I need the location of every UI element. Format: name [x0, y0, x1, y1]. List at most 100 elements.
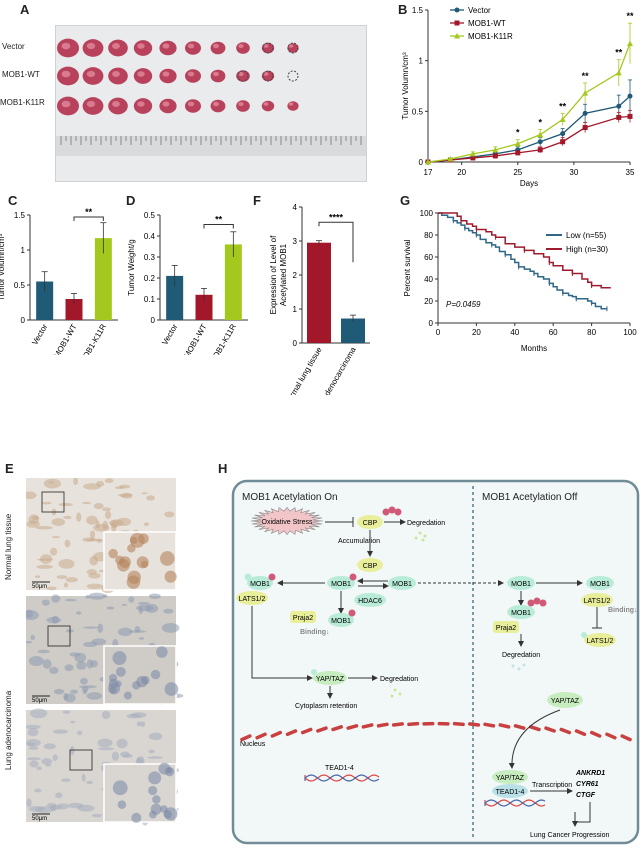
gene-ankrd1: ANKRD1 [575, 770, 605, 777]
row-label-k11r: MOB1-K11R [0, 98, 45, 107]
praja2-node-right: Praja2 [493, 621, 519, 633]
ihc-inset-cell-2-0 [131, 812, 142, 823]
f-cat-label-0: Normal lung tissue [283, 345, 324, 395]
ihc-cell-2-29 [26, 742, 35, 747]
g-xtick-label-5: 100 [623, 328, 637, 337]
ihc-cell-0-20 [104, 478, 114, 484]
f-ytick-label-4: 4 [293, 203, 298, 212]
b-point-1-3 [492, 153, 498, 159]
svg-text:MOB1: MOB1 [392, 581, 412, 588]
b-ytick-label-0: 0 [419, 158, 424, 167]
ihc-inset-cell-1-9 [141, 676, 150, 685]
ihc-inset-cell-2-12 [160, 805, 168, 813]
b-point-1-6 [560, 139, 566, 145]
b-xtick-label-3: 30 [569, 168, 578, 177]
tumor-highlight-2-6 [213, 101, 219, 107]
d-ytick-label-5: 0.5 [144, 211, 156, 220]
d-cat-label-0: Vector [160, 322, 179, 346]
ihc-roi-box-0 [41, 491, 65, 513]
ihc-inset-cell-0-2 [136, 556, 149, 569]
d-sig-bracket [203, 223, 234, 229]
tumor-0-8 [261, 42, 275, 54]
d-ytick-label-3: 0.3 [144, 253, 156, 262]
d-ytick-label-0: 0 [151, 316, 156, 325]
ihc-cell-2-32 [26, 798, 32, 808]
svg-text:YAP/TAZ: YAP/TAZ [316, 676, 345, 683]
tumor-highlight-0-0 [61, 42, 71, 50]
ihc-cell-1-62 [134, 626, 141, 633]
ihc-cell-0-28 [48, 481, 54, 484]
d-bar-0 [166, 275, 184, 320]
ihc-cell-2-31 [148, 732, 163, 741]
g-ytick-label-4: 80 [424, 231, 433, 240]
ihc-cell-1-30 [86, 659, 94, 669]
ihc-inset-cell-2-4 [148, 771, 162, 785]
membrane-seg-0 [240, 734, 252, 742]
svg-text:LATS1/2: LATS1/2 [584, 598, 611, 605]
ihc-cell-0-65 [39, 554, 53, 564]
b-point-1-4 [515, 150, 521, 156]
f-ytick-label-2: 2 [293, 271, 298, 280]
ihc-cell-1-48 [64, 598, 77, 602]
c-ytick-label-2: 1 [21, 246, 26, 255]
ihc-inset-cell-0-8 [108, 548, 118, 559]
empty-site-0-0 [262, 42, 274, 54]
ihc-cell-0-15 [164, 511, 175, 518]
yaptaz-node-left: YAP/TAZ [311, 669, 347, 685]
c-bar-1 [65, 299, 83, 320]
f-ytick-label-1: 1 [293, 305, 298, 314]
tumor-highlight-0-6 [213, 43, 219, 49]
b-point-2-9 [627, 40, 633, 46]
b-ytick-label-2: 1 [419, 57, 424, 66]
ihc-cell-0-17 [58, 502, 73, 507]
ihc-cell-2-55 [26, 757, 41, 761]
lats-node-right: LATS1/2 [581, 593, 613, 607]
tead-node-right: TEAD1-4 [492, 784, 528, 798]
ihc-roi-box-1 [47, 625, 71, 647]
mob1-node-r3: MOB1 [507, 597, 547, 619]
lats-node-left: LATS1/2 [236, 591, 268, 605]
binding-label-right: Binding↓ [608, 607, 638, 614]
ihc-cell-0-54 [146, 495, 155, 501]
svg-text:MOB1: MOB1 [250, 581, 270, 588]
svg-text:YAP/TAZ: YAP/TAZ [496, 775, 525, 782]
g-xtick-label-2: 40 [510, 328, 519, 337]
membrane-seg-5 [316, 726, 328, 733]
ihc-cell-1-31 [161, 622, 180, 633]
g-xtick-label-1: 20 [472, 328, 481, 337]
membrane-seg-6 [331, 725, 343, 732]
membrane-seg-11 [407, 721, 420, 727]
g-xlabel: Months [521, 344, 547, 353]
tumor-highlight-0-4 [162, 43, 170, 49]
tumor-highlight-0-3 [137, 43, 145, 49]
ihc-inset-cell-1-7 [112, 651, 127, 666]
tumor-highlight-0-7 [238, 43, 244, 49]
ihc-cell-0-53 [65, 577, 79, 583]
tumor-highlight-1-8 [263, 72, 269, 76]
tumor-highlight-2-0 [61, 100, 71, 108]
ihc-cell-0-48 [28, 514, 40, 525]
d-bar-2 [224, 244, 242, 320]
ihc-cell-0-13 [41, 501, 52, 505]
ihc-cell-1-50 [49, 666, 59, 675]
ihc-inset-cell-0-10 [138, 533, 149, 544]
b-point-0-8 [616, 103, 622, 109]
tumor-highlight-0-1 [86, 42, 96, 50]
ihc-cell-2-49 [69, 720, 76, 724]
b-point-2-5 [537, 131, 544, 138]
ihc-cell-0-45 [83, 483, 101, 490]
degradation-label-2: Degredation [380, 676, 418, 683]
g-xtick-label-4: 80 [587, 328, 596, 337]
ihc-cell-1-58 [97, 623, 104, 634]
b-point-0-5 [537, 139, 543, 145]
ihc-inset-cell-1-5 [156, 646, 168, 658]
ihc-inset-cell-1-13 [109, 686, 117, 694]
g-ylabel: Percent survival [403, 239, 412, 296]
ihc-cell-2-66 [77, 804, 95, 812]
ihc-cell-1-65 [86, 692, 103, 700]
membrane-seg-24 [605, 732, 617, 740]
svg-text:LATS1/2: LATS1/2 [239, 596, 266, 603]
d-ytick-label-2: 0.2 [144, 274, 156, 283]
ihc-inset-cell-0-9 [164, 570, 177, 583]
